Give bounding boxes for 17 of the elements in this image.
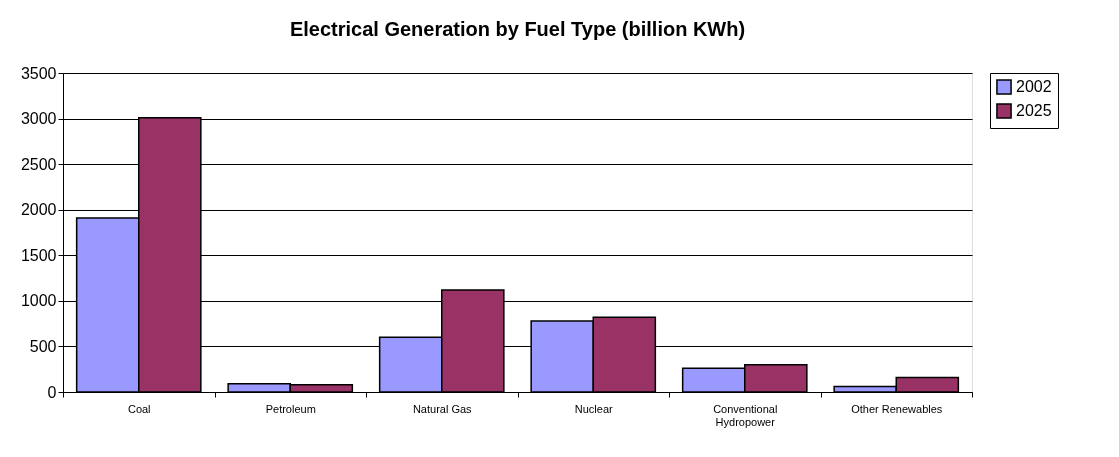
x-tick-label: Conventional Hydropower	[713, 402, 778, 428]
legend-label: 2025	[1016, 102, 1052, 119]
y-tick-label: 3500	[20, 64, 57, 82]
legend-label: 2002	[1016, 78, 1052, 95]
y-tick-label: 1500	[20, 246, 57, 264]
x-tick-label: Petroleum	[265, 402, 316, 415]
x-tick-label: Coal	[127, 402, 151, 415]
chart-title: Electrical Generation by Fuel Type (billion KWh)	[289, 18, 746, 40]
y-tick-label: 3000	[20, 110, 57, 128]
y-tick-label: 500	[29, 337, 57, 355]
x-tick-label: Other Renewables	[851, 402, 943, 415]
y-tick-label: 0	[47, 383, 57, 401]
y-tick-label: 1000	[20, 292, 57, 310]
x-tick-label: Natural Gas	[412, 402, 473, 415]
y-tick-label: 2500	[20, 155, 57, 173]
x-tick-label: Nuclear	[574, 402, 614, 415]
y-tick-label: 2000	[20, 201, 57, 219]
